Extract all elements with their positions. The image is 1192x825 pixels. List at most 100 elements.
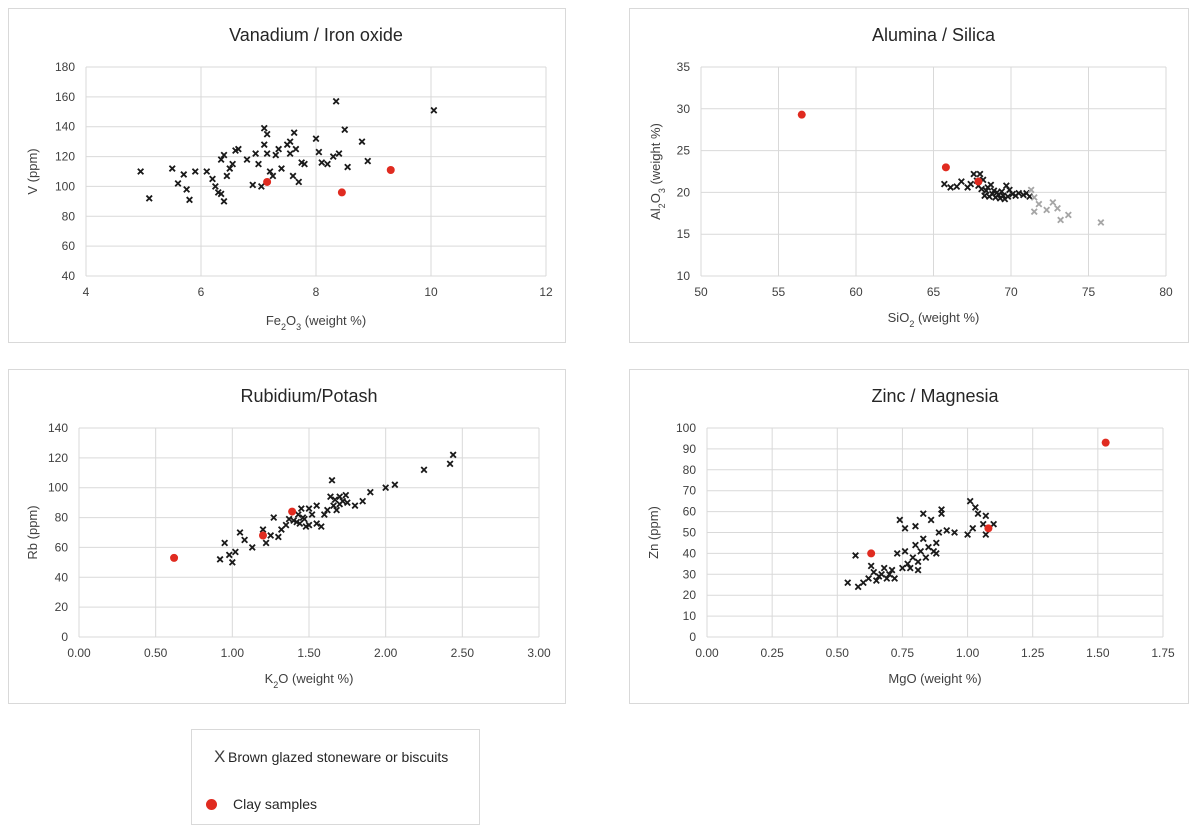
stoneware-point bbox=[285, 515, 293, 523]
stoneware-point bbox=[263, 130, 271, 138]
y-tick-label: 80 bbox=[683, 463, 697, 477]
x-tick-label: 50 bbox=[694, 285, 708, 299]
x-tick-label: 6 bbox=[198, 285, 205, 299]
stoneware-point bbox=[269, 172, 277, 180]
stoneware-point bbox=[364, 157, 372, 165]
stoneware-point bbox=[859, 579, 867, 587]
stoneware-point bbox=[221, 539, 229, 547]
stoneware-point bbox=[896, 516, 904, 524]
stoneware-point bbox=[274, 533, 282, 541]
y-tick-label: 20 bbox=[677, 185, 691, 199]
stoneware-point bbox=[257, 182, 265, 190]
stoneware-point bbox=[935, 529, 943, 536]
stoneware-point bbox=[262, 539, 270, 547]
stoneware-point bbox=[1004, 193, 1012, 201]
stoneware-point bbox=[932, 539, 940, 547]
y-tick-label: 140 bbox=[55, 120, 75, 134]
y-tick-label: 60 bbox=[683, 505, 697, 519]
y-axis-label: Al2O3 (weight %) bbox=[648, 123, 667, 220]
stoneware-point bbox=[891, 575, 899, 582]
y-tick-label: 60 bbox=[55, 540, 69, 554]
stoneware-point bbox=[323, 506, 331, 514]
stoneware-point bbox=[294, 511, 302, 519]
y-tick-label: 10 bbox=[677, 269, 691, 283]
stoneware-point bbox=[966, 497, 974, 505]
y-tick-label: 120 bbox=[48, 451, 68, 465]
stoneware-point bbox=[1035, 200, 1043, 208]
stoneware-point bbox=[970, 170, 978, 178]
stoneware-point bbox=[885, 570, 893, 578]
stoneware-point bbox=[301, 160, 308, 168]
stoneware-point bbox=[351, 502, 359, 510]
stoneware-point bbox=[332, 97, 340, 105]
stoneware-point bbox=[982, 512, 990, 520]
stoneware-point bbox=[248, 543, 256, 551]
x-tick-label: 60 bbox=[849, 285, 863, 299]
y-tick-label: 35 bbox=[677, 60, 691, 74]
stoneware-point bbox=[186, 196, 193, 204]
x-tick-label: 4 bbox=[83, 285, 90, 299]
stoneware-point bbox=[286, 138, 294, 146]
stoneware-point bbox=[270, 514, 278, 522]
x-tick-label: 1.00 bbox=[956, 646, 980, 660]
chart-svg: Zinc / Magnesia 0.00 0.25 0.50 0.75 1.00 1.25 1… bbox=[646, 386, 1175, 686]
legend-item-stoneware: X Brown glazed stoneware or biscuits bbox=[192, 747, 448, 767]
stoneware-point bbox=[255, 160, 262, 168]
stoneware-point bbox=[318, 159, 326, 166]
clay-point bbox=[974, 177, 983, 186]
stoneware-point bbox=[917, 547, 925, 555]
stoneware-point bbox=[366, 488, 374, 496]
y-axis-label: Rb (ppm) bbox=[25, 505, 40, 559]
y-tick-label: 40 bbox=[55, 570, 69, 584]
stoneware-point bbox=[964, 531, 972, 539]
x-tick-label: 0.75 bbox=[891, 646, 915, 660]
x-tick-label: 80 bbox=[1159, 285, 1173, 299]
stoneware-point bbox=[203, 168, 211, 175]
stoneware-point bbox=[342, 491, 350, 499]
x-tick-label: 1.00 bbox=[221, 646, 245, 660]
y-tick-label: 0 bbox=[689, 630, 696, 644]
stoneware-point bbox=[249, 181, 257, 189]
stoneware-point bbox=[217, 156, 225, 163]
clay-point bbox=[288, 507, 297, 516]
stoneware-point bbox=[229, 160, 237, 168]
stoneware-point bbox=[295, 178, 303, 186]
stoneware-point bbox=[865, 575, 872, 582]
y-tick-label: 120 bbox=[55, 150, 75, 164]
y-tick-label: 15 bbox=[677, 227, 691, 241]
x-tick-label: 1.25 bbox=[1021, 646, 1045, 660]
stoneware-point bbox=[854, 583, 862, 591]
y-tick-label: 100 bbox=[55, 179, 75, 193]
stoneware-point bbox=[982, 531, 990, 539]
stoneware-point bbox=[330, 502, 337, 510]
x-tick-label: 1.50 bbox=[297, 646, 321, 660]
legend: X Brown glazed stoneware or biscuits Cla… bbox=[191, 729, 480, 825]
x-tick-label: 8 bbox=[313, 285, 320, 299]
stoneware-point bbox=[327, 493, 334, 501]
x-tick-label: 12 bbox=[539, 285, 553, 299]
x-tick-label: 2.00 bbox=[374, 646, 398, 660]
y-tick-label: 50 bbox=[683, 526, 697, 540]
stoneware-point bbox=[391, 481, 399, 489]
stoneware-point bbox=[940, 180, 948, 188]
stoneware-point bbox=[236, 529, 244, 536]
stoneware-point bbox=[382, 484, 390, 492]
legend-item-clay: Clay samples bbox=[192, 796, 317, 812]
legend-label-stoneware: Brown glazed stoneware or biscuits bbox=[228, 749, 449, 765]
stoneware-point bbox=[844, 579, 852, 587]
y-tick-label: 30 bbox=[677, 102, 691, 116]
y-tick-label: 40 bbox=[683, 546, 697, 560]
stoneware-point bbox=[1057, 216, 1065, 224]
x-axis-label: K2O (weight %) bbox=[265, 671, 354, 690]
x-tick-label: 2.50 bbox=[451, 646, 475, 660]
stoneware-point bbox=[925, 543, 932, 551]
y-tick-label: 100 bbox=[48, 481, 68, 495]
chart-vanadium-iron-oxide: Vanadium / Iron oxide 4 6 8 10 12 40 60 80 100 120… bbox=[8, 8, 566, 343]
stoneware-point bbox=[324, 160, 331, 168]
y-tick-label: 20 bbox=[55, 600, 69, 614]
y-tick-label: 10 bbox=[683, 609, 697, 623]
clay-point bbox=[797, 110, 806, 119]
stoneware-point bbox=[969, 524, 977, 532]
stoneware-point bbox=[137, 168, 145, 175]
stoneware-point bbox=[912, 522, 919, 530]
